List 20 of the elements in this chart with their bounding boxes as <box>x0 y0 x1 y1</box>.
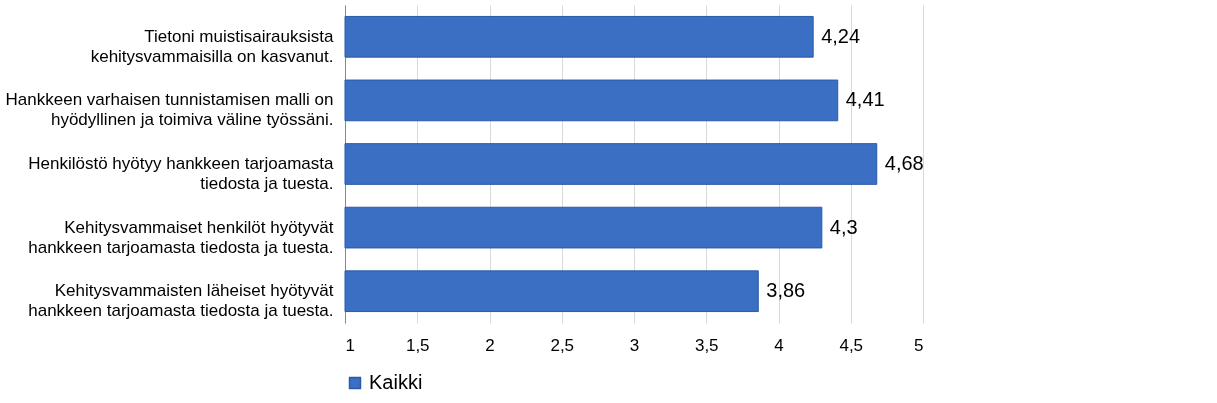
x-tick-label: 4,5 <box>839 335 864 355</box>
data-label: 4,41 <box>845 88 885 111</box>
x-tick-label: 1 <box>345 335 355 355</box>
y-tick-label: Kehitysvammaiset henkilöt hyötyvät hankkeen tarjoamasta tiedosta ja tuesta. <box>28 217 334 257</box>
data-label: 4,3 <box>829 215 858 238</box>
y-tick-label: Tietoni muistisairauksista kehitysvammaisilla on kasvanut. <box>90 26 335 66</box>
legend-label: Kaikki <box>369 371 423 393</box>
x-tick-label: 1,5 <box>405 335 430 355</box>
y-tick-label: Hankkeen varhaisen tunnistamisen malli on hyödyllinen ja toimiva väline työssäni. <box>5 90 334 130</box>
x-tick-label: 2 <box>485 335 495 355</box>
y-tick-label: Henkilöstö hyötyy hankkeen tarjoamasta tiedosta ja tuesta. <box>28 154 335 193</box>
x-tick-label: 3 <box>629 335 640 355</box>
x-tick-label: 5 <box>914 335 924 355</box>
x-tick-label: 2,5 <box>550 335 575 355</box>
data-label: 4,68 <box>884 152 924 174</box>
x-tick-label: 3,5 <box>694 335 719 355</box>
x-tick-label: 4 <box>774 335 784 355</box>
data-label: 3,86 <box>766 279 806 302</box>
data-label: 4,24 <box>821 24 861 47</box>
y-tick-label: Kehitysvammaisten läheiset hyötyvät hankkeen tarjoamasta tiedosta ja tuesta. <box>28 281 334 321</box>
